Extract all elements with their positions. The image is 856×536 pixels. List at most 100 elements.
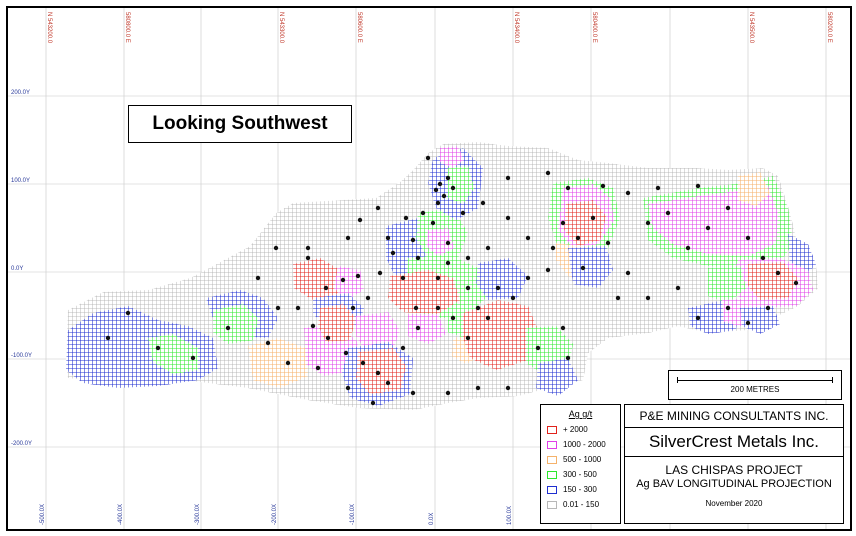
drill-hole-point <box>315 365 321 371</box>
zone-red-central-1 <box>388 270 460 314</box>
drill-hole-point <box>390 250 396 256</box>
drill-hole-point <box>775 270 781 276</box>
drill-hole-pierce-points <box>105 155 799 406</box>
scale-bar-line <box>677 380 833 381</box>
drill-hole-point <box>485 315 491 321</box>
drill-hole-point <box>433 187 439 193</box>
drill-hole-point <box>465 335 471 341</box>
zone-green-west <box>148 334 198 374</box>
zone-magenta-3 <box>356 312 400 352</box>
drill-hole-point <box>125 310 131 316</box>
drill-hole-point <box>505 215 511 221</box>
drill-hole-point <box>545 267 551 273</box>
drill-hole-point <box>437 181 443 187</box>
legend-swatch <box>547 485 557 494</box>
legend-item-label: 500 - 1000 <box>563 455 602 464</box>
drill-hole-point <box>415 325 421 331</box>
legend-item: 1000 - 2000 <box>541 437 620 452</box>
drill-hole-point <box>310 323 316 329</box>
legend-item-label: 300 - 500 <box>563 470 597 479</box>
zone-magenta-north <box>440 146 464 168</box>
scale-bar-tick-right <box>832 377 833 383</box>
drill-hole-point <box>695 183 701 189</box>
legend-item: 500 - 1000 <box>541 452 620 467</box>
elevation-label: 0.0Y <box>11 266 23 272</box>
legend-item-label: + 2000 <box>563 425 588 434</box>
legend-swatch <box>547 425 557 434</box>
drill-hole-point <box>575 235 581 241</box>
easting-label: 100.0X <box>507 506 513 525</box>
map-frame: N 543200.0 580800.0 E N 543300.0 580600.0 E… <box>6 6 852 531</box>
easting-label: -200.0X <box>272 504 278 525</box>
drill-hole-point <box>645 220 651 226</box>
drill-hole-point <box>505 385 511 391</box>
drill-hole-point <box>655 185 661 191</box>
view-direction-label: Looking Southwest <box>128 105 352 143</box>
drill-hole-point <box>665 210 671 216</box>
zone-magenta-central-2 <box>408 314 446 344</box>
northing-label: N 543400.0 <box>513 12 519 44</box>
drill-hole-point <box>385 380 391 386</box>
drill-hole-point <box>325 335 331 341</box>
drill-hole-point <box>580 265 586 271</box>
easting-label: -400.0X <box>118 504 124 525</box>
drill-hole-point <box>305 255 311 261</box>
drill-hole-point <box>375 370 381 376</box>
northing-label: N 543500.0 <box>748 12 754 44</box>
drill-hole-point <box>725 305 731 311</box>
drill-hole-point <box>745 235 751 241</box>
drill-hole-point <box>435 305 441 311</box>
zone-blue-central-3 <box>476 258 528 300</box>
legend-swatch <box>547 455 557 464</box>
zone-magenta-east-2 <box>648 186 778 256</box>
drill-hole-point <box>355 273 361 279</box>
drill-hole-point <box>550 245 556 251</box>
drill-hole-point <box>385 235 391 241</box>
drill-hole-point <box>510 295 516 301</box>
block-model <box>66 142 818 410</box>
drill-hole-point <box>460 210 466 216</box>
drill-hole-point <box>725 205 731 211</box>
drill-hole-point <box>323 285 329 291</box>
drill-hole-point <box>340 277 346 283</box>
drill-hole-point <box>400 345 406 351</box>
drill-hole-point <box>425 155 431 161</box>
northing-label: N 543200.0 <box>46 12 52 44</box>
drill-hole-point <box>625 190 631 196</box>
drill-hole-point <box>625 270 631 276</box>
easting-label: -500.0X <box>40 504 46 525</box>
drill-hole-point <box>403 215 409 221</box>
drill-hole-point <box>190 355 196 361</box>
drill-hole-point <box>545 170 551 176</box>
drill-hole-point <box>420 210 426 216</box>
drill-hole-point <box>445 240 451 246</box>
zone-blue-east-1 <box>536 358 578 396</box>
zone-red-central-2 <box>463 300 538 370</box>
legend-item: 300 - 500 <box>541 467 620 482</box>
elevation-label: 100.0Y <box>11 178 30 184</box>
zone-green-west-2 <box>213 304 258 344</box>
easting-label: -300.0X <box>195 504 201 525</box>
northing-label: 580200.0 E <box>826 12 832 43</box>
zone-magenta-central-1 <box>426 228 454 256</box>
drill-hole-point <box>305 245 311 251</box>
drill-hole-point <box>357 217 363 223</box>
drill-hole-point <box>495 285 501 291</box>
northing-label: 580800.0 E <box>124 12 130 43</box>
legend-items: + 2000 1000 - 2000 500 - 1000 300 - 500 150 … <box>541 422 620 512</box>
title-block: P&E MINING CONSULTANTS INC. SilverCrest … <box>624 404 844 524</box>
drill-hole-point <box>255 275 261 281</box>
drill-hole-point <box>565 185 571 191</box>
elevation-label: -200.0Y <box>11 441 32 447</box>
drill-hole-point <box>370 400 376 406</box>
drill-hole-point <box>445 390 451 396</box>
zone-orange-east-2 <box>738 172 770 206</box>
longitudinal-projection-map: N 543200.0 580800.0 E N 543300.0 580600.0 E… <box>8 8 850 529</box>
drill-hole-point <box>793 280 799 286</box>
drill-hole-point <box>430 220 436 226</box>
legend-item-label: 150 - 300 <box>563 485 597 494</box>
drill-hole-point <box>273 245 279 251</box>
drill-hole-point <box>475 385 481 391</box>
legend-item-label: 0.01 - 150 <box>563 500 600 509</box>
drill-hole-point <box>345 235 351 241</box>
